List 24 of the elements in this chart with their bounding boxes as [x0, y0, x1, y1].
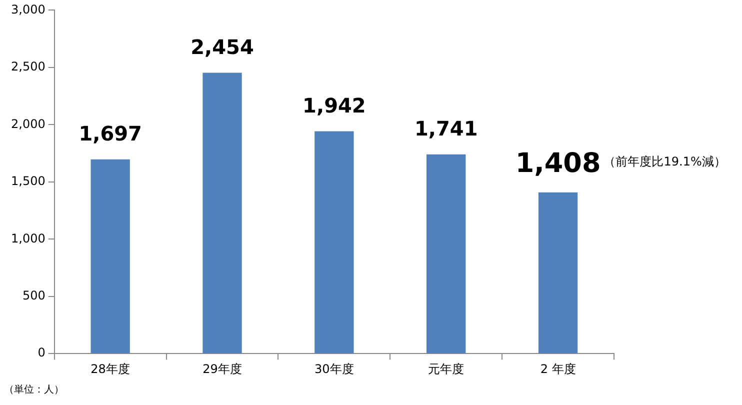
y-tick-label: 0 — [38, 346, 46, 360]
y-tick-label: 1,500 — [10, 174, 46, 188]
annotation: （前年度比19.1%減） — [604, 154, 726, 169]
data-label: 1,942 — [302, 94, 366, 118]
x-tick-label: 28年度 — [90, 362, 130, 376]
y-tick-label: 2,000 — [10, 116, 46, 131]
x-tick-label: 2 年度 — [540, 362, 576, 376]
bar — [426, 154, 466, 354]
bar — [314, 131, 354, 354]
data-label: 2,454 — [190, 34, 254, 59]
bar — [538, 192, 578, 354]
text: （単位：人） — [4, 384, 64, 396]
data-label: 1,697 — [78, 122, 142, 146]
y-tick-label: 1,000 — [10, 231, 46, 246]
bar — [90, 159, 130, 354]
x-tick-label: 元年度 — [428, 362, 464, 376]
data-label: 1,408 — [515, 148, 601, 179]
bar — [202, 72, 242, 354]
data-label: 1,741 — [414, 116, 478, 141]
x-tick-label: 29年度 — [202, 362, 242, 376]
y-tick-label: 500 — [22, 288, 46, 302]
x-tick-label: 30年度 — [314, 362, 354, 376]
y-tick-label: 3,000 — [10, 2, 46, 16]
y-tick-label: 2,500 — [10, 60, 46, 74]
